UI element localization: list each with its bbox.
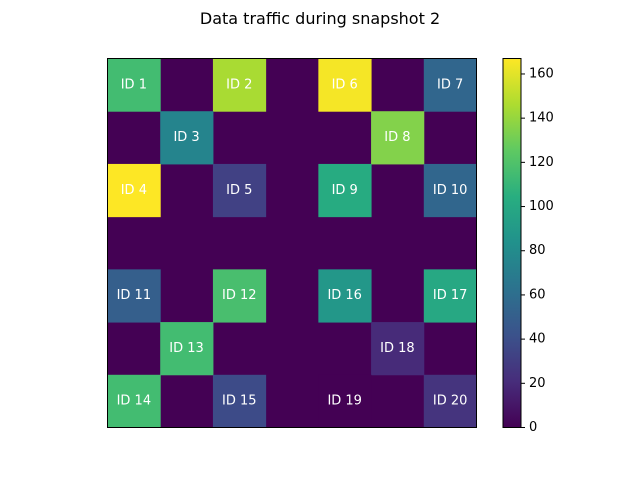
heatmap-cell — [318, 58, 372, 112]
heatmap-cell — [107, 58, 161, 112]
colorbar — [502, 58, 522, 428]
cell-label: ID 3 — [173, 130, 199, 145]
colorbar-tick-label: 120 — [529, 155, 554, 170]
heatmap-cell — [423, 374, 477, 428]
heatmap-cell — [423, 58, 477, 112]
heatmap-cell — [160, 322, 214, 376]
colorbar-tick-label: 40 — [529, 332, 546, 347]
cell-label: ID 7 — [437, 77, 463, 92]
heatmap-cell — [212, 269, 267, 323]
cell-label: ID 17 — [433, 288, 468, 303]
cell-label: ID 12 — [222, 288, 257, 303]
heatmap-cell — [371, 322, 425, 376]
cell-label: ID 6 — [332, 77, 358, 92]
cell-label: ID 5 — [226, 183, 252, 198]
cell-label: ID 19 — [327, 394, 362, 409]
colorbar-tick-label: 80 — [529, 243, 546, 258]
colorbar-tick-label: 0 — [529, 420, 537, 435]
heatmap-cell — [423, 269, 477, 323]
cell-label: ID 2 — [226, 77, 252, 92]
heatmap-cell — [423, 163, 477, 218]
cell-label: ID 20 — [433, 394, 468, 409]
heatmap-cell — [318, 374, 372, 428]
heatmap-cell — [107, 374, 161, 428]
colorbar-tick-label: 160 — [529, 66, 554, 81]
heatmap-cell — [160, 111, 214, 165]
heatmap-cell — [318, 269, 372, 323]
colorbar-tick-label: 100 — [529, 199, 554, 214]
colorbar-ticks: 0 20 40 60 80 100 120 140 160 — [521, 66, 554, 435]
cell-label: ID 15 — [222, 394, 257, 409]
cell-label: ID 1 — [121, 77, 147, 92]
heatmap-cell — [107, 163, 161, 218]
cell-label: ID 16 — [327, 288, 362, 303]
cell-label: ID 10 — [433, 183, 468, 198]
cell-label: ID 8 — [384, 130, 410, 145]
cell-label: ID 13 — [169, 341, 204, 356]
cell-label: ID 18 — [380, 341, 415, 356]
colorbar-tick-label: 60 — [529, 287, 546, 302]
colorbar-tick-label: 140 — [529, 111, 554, 126]
heatmap-cell — [212, 58, 267, 112]
heatmap-cell — [212, 374, 267, 428]
heatmap-grid: ID 1 ID 2 ID 6 ID 7 ID 3 ID 8 ID 4 ID 5 ID 9 ID 1… — [107, 58, 477, 428]
chart-title: Data traffic during snapshot 2 — [200, 9, 440, 28]
axes-frame — [107, 58, 477, 428]
heatmap-cell — [371, 111, 425, 165]
cell-label: ID 14 — [117, 394, 152, 409]
cell-label: ID 9 — [332, 183, 358, 198]
heatmap-cell — [212, 163, 267, 218]
heatmap-cell — [318, 163, 372, 218]
cell-label: ID 11 — [117, 288, 152, 303]
colorbar-tick-label: 20 — [529, 376, 546, 391]
heatmap-cell — [107, 269, 161, 323]
cell-label: ID 4 — [121, 183, 147, 198]
